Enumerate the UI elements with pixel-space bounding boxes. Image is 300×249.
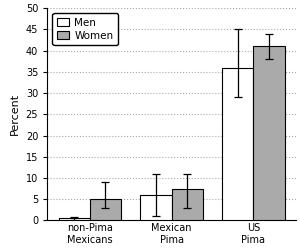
Bar	[172, 188, 203, 220]
Bar	[90, 199, 121, 220]
Y-axis label: Percent: Percent	[10, 93, 20, 135]
Bar	[140, 195, 172, 220]
Bar	[222, 68, 254, 220]
Bar	[254, 46, 284, 220]
Bar	[58, 218, 90, 220]
Legend: Men, Women: Men, Women	[52, 13, 118, 45]
